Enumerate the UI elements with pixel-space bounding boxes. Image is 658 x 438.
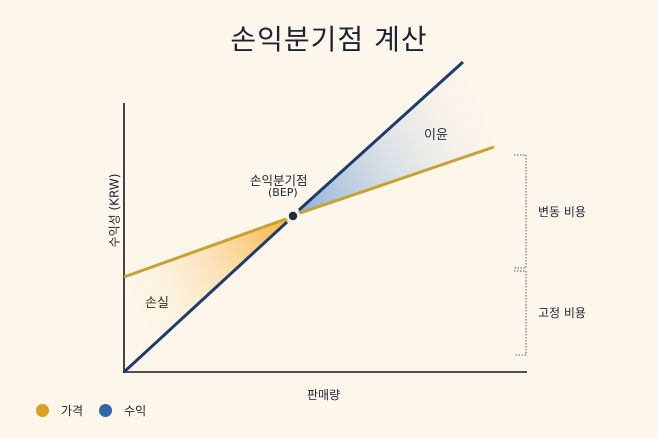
revenue-swatch-icon (99, 404, 113, 417)
fixed-cost-label: 고정 비용 (538, 306, 586, 320)
fixed-cost-bracket (514, 270, 527, 356)
bep-label: 손익분기점 (250, 173, 308, 188)
cost-line (299, 145, 495, 215)
revenue-line (297, 60, 465, 212)
chart-title: 손익분기점 계산 (230, 23, 428, 56)
x-axis-label: 판매량 (307, 388, 341, 402)
loss-label: 손실 (145, 296, 169, 311)
variable-cost-label: 변동 비용 (538, 205, 586, 219)
price-swatch-icon (36, 404, 49, 417)
legend: 가격 수익 (36, 402, 162, 419)
legend-label: 가격 (61, 404, 84, 418)
cost-line (123, 217, 287, 279)
revenue-line (122, 220, 289, 374)
legend-item-revenue: 수익 (99, 402, 146, 419)
legend-label: 수익 (124, 404, 147, 418)
profit-region (293, 62, 494, 216)
profit-label: 이윤 (424, 128, 448, 143)
legend-item-price: 가격 (36, 402, 83, 419)
y-axis-label: 수익성 (KRW) (107, 173, 122, 248)
variable-cost-bracket (514, 154, 527, 269)
bep-sublabel: (BEP) (268, 186, 298, 199)
bep-point (288, 211, 298, 221)
